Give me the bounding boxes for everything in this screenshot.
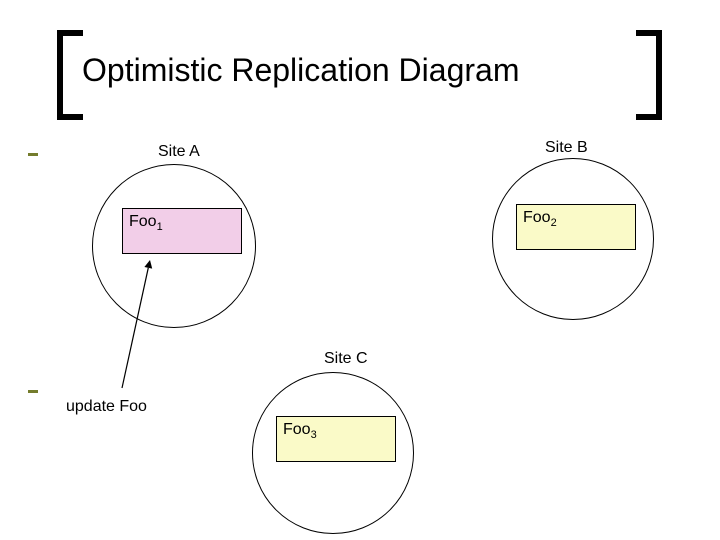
diagram-canvas: Optimistic Replication Diagram Site A Fo…: [0, 0, 720, 540]
accent-mark: [28, 390, 38, 393]
title-bracket-right: [636, 30, 662, 120]
site-c-label: Site C: [324, 350, 368, 368]
title-bracket-left: [57, 30, 83, 120]
accent-mark: [28, 153, 38, 156]
site-b-box-text: Foo: [523, 209, 551, 226]
update-foo-label: update Foo: [66, 398, 147, 416]
site-c-box-sub: 3: [311, 429, 317, 441]
site-a-label: Site A: [158, 143, 200, 161]
site-c-box: Foo3: [276, 416, 396, 462]
site-a-box-sub: 1: [157, 221, 163, 233]
site-b-label: Site B: [545, 139, 588, 157]
site-b-box: Foo2: [516, 204, 636, 250]
site-a-box: Foo1: [122, 208, 242, 254]
site-a-box-text: Foo: [129, 213, 157, 230]
page-title: Optimistic Replication Diagram: [82, 52, 519, 89]
site-b-box-sub: 2: [551, 217, 557, 229]
site-c-box-text: Foo: [283, 421, 311, 438]
